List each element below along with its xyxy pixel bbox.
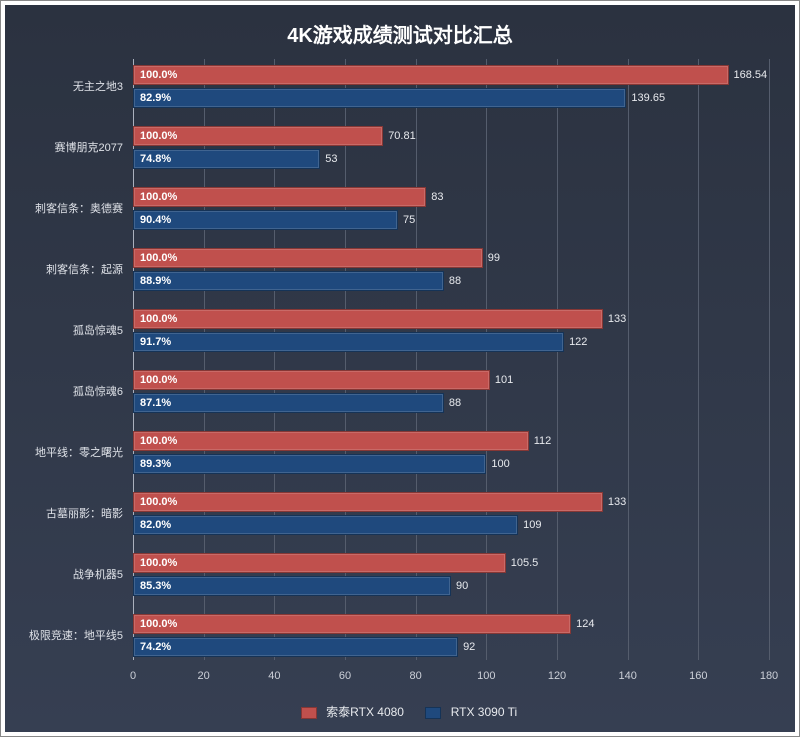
x-tick-label: 160: [689, 670, 707, 682]
bar-value-label: 133: [608, 313, 626, 325]
bar-value-label: 133: [608, 496, 626, 508]
bar-pct-label: 100.0%: [140, 618, 177, 630]
bar: 74.2%92: [133, 637, 458, 657]
bar-value-label: 124: [576, 618, 594, 630]
bar-value-label: 139.65: [631, 92, 665, 104]
x-tick-label: 20: [198, 670, 210, 682]
bar-value-label: 92: [463, 641, 475, 653]
bar: 100.0%99: [133, 248, 483, 268]
bar-pct-label: 85.3%: [140, 580, 171, 592]
gridline: [698, 59, 699, 660]
bar-pct-label: 100.0%: [140, 191, 177, 203]
bar: 90.4%75: [133, 210, 398, 230]
legend-label-1: RTX 3090 Ti: [451, 705, 517, 719]
bar: 91.7%122: [133, 332, 564, 352]
category-label: 孤岛惊魂5: [73, 322, 123, 338]
chart-title: 4K游戏成绩测试对比汇总: [5, 19, 795, 48]
x-tick-label: 180: [760, 670, 778, 682]
category-label: 赛博朋克2077: [55, 139, 123, 155]
bar-value-label: 112: [534, 435, 552, 447]
category-label: 无主之地3: [73, 78, 123, 94]
bar-value-label: 99: [488, 252, 500, 264]
legend-swatch-red: [301, 707, 317, 719]
bar: 100.0%133: [133, 309, 603, 329]
bar-pct-label: 74.8%: [140, 153, 171, 165]
bar-pct-label: 91.7%: [140, 336, 171, 348]
gridline: [557, 59, 558, 660]
bar-pct-label: 100.0%: [140, 130, 177, 142]
bar-value-label: 100: [491, 458, 509, 470]
bar-pct-label: 88.9%: [140, 275, 171, 287]
plot-area: 020406080100120140160180无主之地3100.0%168.5…: [133, 59, 769, 660]
category-label: 地平线：零之曙光: [35, 444, 123, 460]
category-label: 刺客信条：奥德赛: [35, 200, 123, 216]
bar-pct-label: 100.0%: [140, 69, 177, 81]
x-tick-label: 100: [477, 670, 495, 682]
x-tick-label: 60: [339, 670, 351, 682]
bar: 82.0%109: [133, 515, 518, 535]
bar-pct-label: 100.0%: [140, 252, 177, 264]
bar-value-label: 168.54: [734, 69, 768, 81]
bar-value-label: 101: [495, 374, 513, 386]
bar: 100.0%133: [133, 492, 603, 512]
legend: 索泰RTX 4080 RTX 3090 Ti: [5, 703, 795, 720]
legend-label-0: 索泰RTX 4080: [326, 705, 404, 719]
category-label: 刺客信条：起源: [46, 261, 123, 277]
bar-pct-label: 100.0%: [140, 496, 177, 508]
bar: 100.0%83: [133, 187, 426, 207]
x-tick-label: 80: [410, 670, 422, 682]
bar-value-label: 88: [449, 397, 461, 409]
gridline: [628, 59, 629, 660]
bar: 87.1%88: [133, 393, 444, 413]
bar-value-label: 70.81: [388, 130, 416, 142]
x-tick-label: 40: [268, 670, 280, 682]
category-label: 古墓丽影：暗影: [46, 505, 123, 521]
category-label: 极限竞速：地平线5: [29, 627, 123, 643]
bar-value-label: 83: [431, 191, 443, 203]
x-tick-label: 0: [130, 670, 136, 682]
bar-pct-label: 82.9%: [140, 92, 171, 104]
bar-value-label: 122: [569, 336, 587, 348]
bar: 100.0%124: [133, 614, 571, 634]
chart-frame: 4K游戏成绩测试对比汇总 020406080100120140160180无主之…: [0, 0, 800, 737]
bar: 100.0%70.81: [133, 126, 383, 146]
bar-value-label: 90: [456, 580, 468, 592]
bar: 82.9%139.65: [133, 88, 626, 108]
bar-value-label: 53: [325, 153, 337, 165]
bar-value-label: 109: [523, 519, 541, 531]
bar-value-label: 105.5: [511, 557, 539, 569]
category-label: 孤岛惊魂6: [73, 383, 123, 399]
bar-pct-label: 90.4%: [140, 214, 171, 226]
bar: 100.0%105.5: [133, 553, 506, 573]
gridline: [769, 59, 770, 660]
bar: 88.9%88: [133, 271, 444, 291]
legend-swatch-blue: [425, 707, 441, 719]
bar-value-label: 75: [403, 214, 415, 226]
category-label: 战争机器5: [73, 566, 123, 582]
bar: 100.0%168.54: [133, 65, 729, 85]
bar-pct-label: 89.3%: [140, 458, 171, 470]
x-tick-label: 120: [548, 670, 566, 682]
bar-value-label: 88: [449, 275, 461, 287]
bar-pct-label: 100.0%: [140, 435, 177, 447]
bar: 89.3%100: [133, 454, 486, 474]
bar-pct-label: 100.0%: [140, 374, 177, 386]
bar: 74.8%53: [133, 149, 320, 169]
bar-pct-label: 74.2%: [140, 641, 171, 653]
bar-pct-label: 100.0%: [140, 557, 177, 569]
bar: 100.0%101: [133, 370, 490, 390]
bar-pct-label: 82.0%: [140, 519, 171, 531]
chart-area: 4K游戏成绩测试对比汇总 020406080100120140160180无主之…: [5, 5, 795, 732]
bar: 85.3%90: [133, 576, 451, 596]
x-tick-label: 140: [618, 670, 636, 682]
bar: 100.0%112: [133, 431, 529, 451]
bar-pct-label: 100.0%: [140, 313, 177, 325]
bar-pct-label: 87.1%: [140, 397, 171, 409]
